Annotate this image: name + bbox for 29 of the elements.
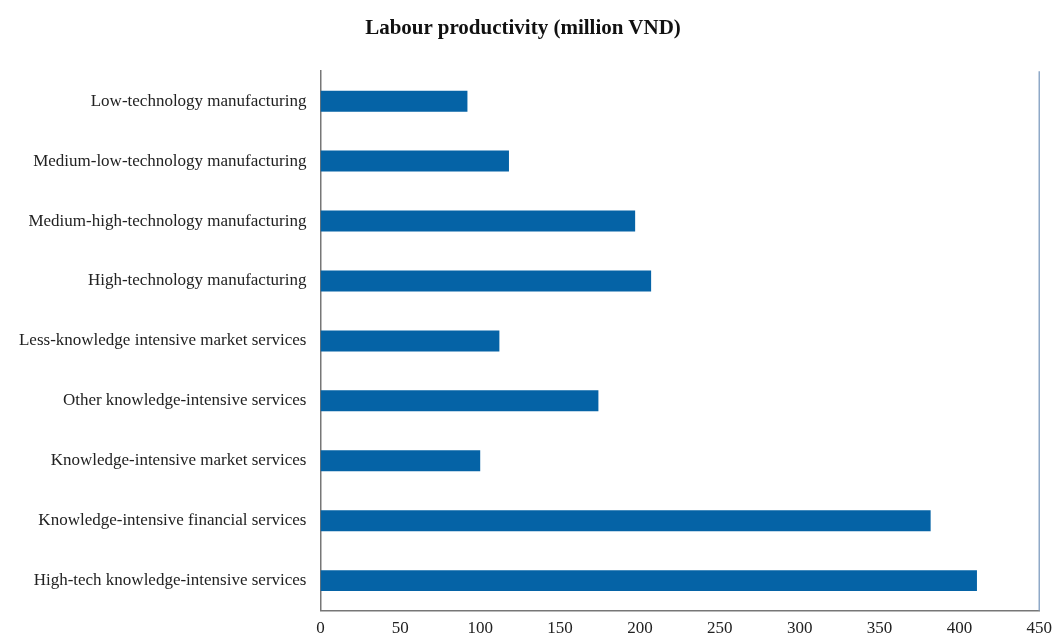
y-tick-label: Less-knowledge intensive market services [18,330,307,350]
bar [320,90,468,112]
y-tick-label: High-tech knowledge-intensive services [33,570,307,590]
bar [320,450,481,472]
x-tick-label: 50 [391,618,409,638]
y-tick-label: High-technology manufacturing [87,270,307,290]
bar [320,270,652,292]
x-tick-label: 350 [866,618,893,638]
x-tick-label: 0 [316,618,325,638]
y-tick-label: Knowledge-intensive market services [50,450,307,470]
bar [320,330,500,352]
x-tick-label: 100 [467,618,493,638]
y-tick-label: Knowledge-intensive financial services [38,510,307,530]
y-tick-label: Other knowledge-intensive services [62,390,307,410]
x-tick-label: 450 [1026,618,1052,638]
bar [320,150,509,172]
y-tick-label: Low-technology manufacturing [90,90,307,110]
bar [320,570,977,592]
x-tick-label: 200 [627,618,653,638]
y-tick-label: Medium-high-technology manufacturing [28,210,307,230]
x-tick-label: 300 [786,618,813,638]
x-tick-label: 150 [547,618,573,638]
bar [320,210,636,232]
chart-title: Labour productivity (million VND) [365,15,681,40]
y-tick-label: Medium-low-technology manufacturing [33,150,307,170]
x-tick-label: 250 [707,618,733,638]
bar [320,390,599,412]
bar [320,510,931,532]
x-tick-label: 400 [946,618,973,638]
